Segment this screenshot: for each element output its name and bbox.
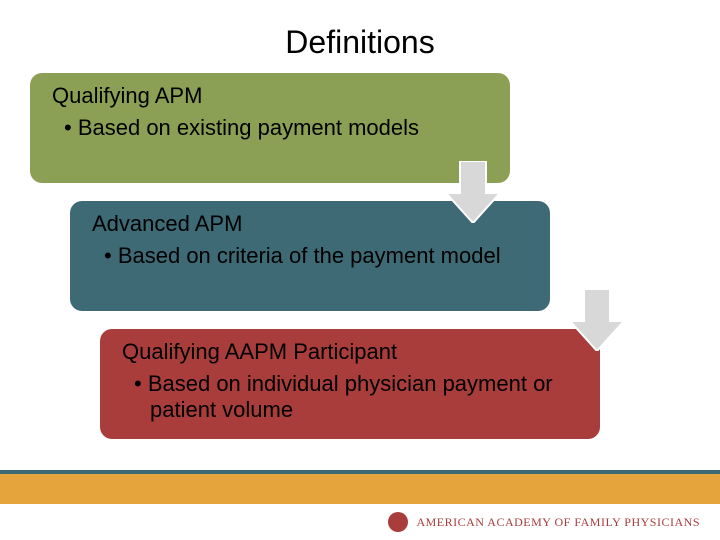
- down-arrow-icon: [570, 289, 624, 351]
- card-bullet: Based on individual physician payment or…: [122, 371, 578, 424]
- slide-title: Definitions: [0, 0, 720, 73]
- cards-area: Qualifying APM Based on existing payment…: [0, 73, 720, 463]
- card-title: Qualifying AAPM Participant: [122, 339, 578, 365]
- card-bullet: Based on existing payment models: [52, 115, 488, 141]
- down-arrow-icon: [446, 161, 500, 223]
- card-qualifying-aapm-participant: Qualifying AAPM Participant Based on ind…: [100, 329, 600, 439]
- footer-bar: [0, 474, 720, 504]
- card-qualifying-apm: Qualifying APM Based on existing payment…: [30, 73, 510, 183]
- card-title: Qualifying APM: [52, 83, 488, 109]
- footer: AMERICAN ACADEMY OF FAMILY PHYSICIANS: [0, 470, 720, 540]
- logo-text: AMERICAN ACADEMY OF FAMILY PHYSICIANS: [416, 515, 700, 530]
- footer-logo-area: AMERICAN ACADEMY OF FAMILY PHYSICIANS: [0, 504, 720, 540]
- logo-mark-icon: [388, 512, 408, 532]
- card-bullet: Based on criteria of the payment model: [92, 243, 528, 269]
